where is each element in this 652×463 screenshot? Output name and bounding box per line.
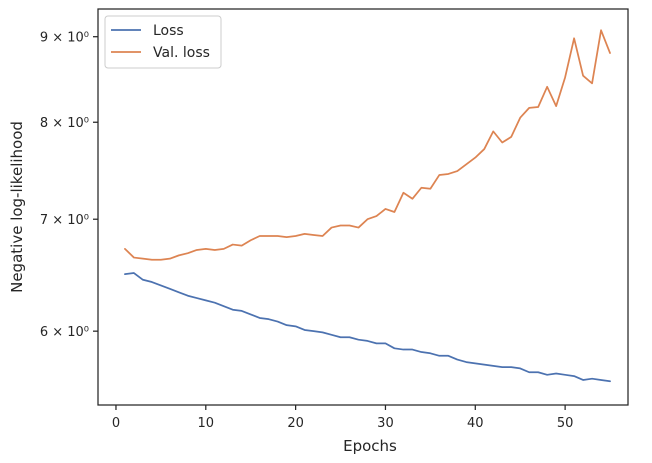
y-tick-label: 6 × 10⁰ [40,325,89,340]
x-tick-label: 10 [198,416,215,431]
x-tick-label: 50 [557,416,574,431]
y-tick-label: 7 × 10⁰ [40,213,89,228]
x-tick-label: 40 [467,416,484,431]
series-line-loss [124,272,611,383]
y-axis: 6 × 10⁰ 7 × 10⁰ 8 × 10⁰ 9 × 10⁰ [40,31,98,340]
x-axis-title: Epochs [343,437,397,455]
legend-label: Val. loss [153,45,210,61]
series-line-val-loss [124,29,611,261]
y-tick-label: 8 × 10⁰ [40,116,89,131]
x-tick-label: 30 [377,416,394,431]
plot-lines [124,29,611,383]
x-tick-label: 20 [287,416,304,431]
legend-label: Loss [153,23,184,39]
plot-frame [97,8,629,406]
y-tick-label: 9 × 10⁰ [40,31,89,46]
legend: Loss Val. loss [104,15,222,69]
x-tick-label: 0 [112,416,120,431]
x-axis: 0 10 20 30 40 50 [112,405,574,431]
legend-box [104,15,222,69]
y-axis-title: Negative log-likelihood [8,121,26,293]
